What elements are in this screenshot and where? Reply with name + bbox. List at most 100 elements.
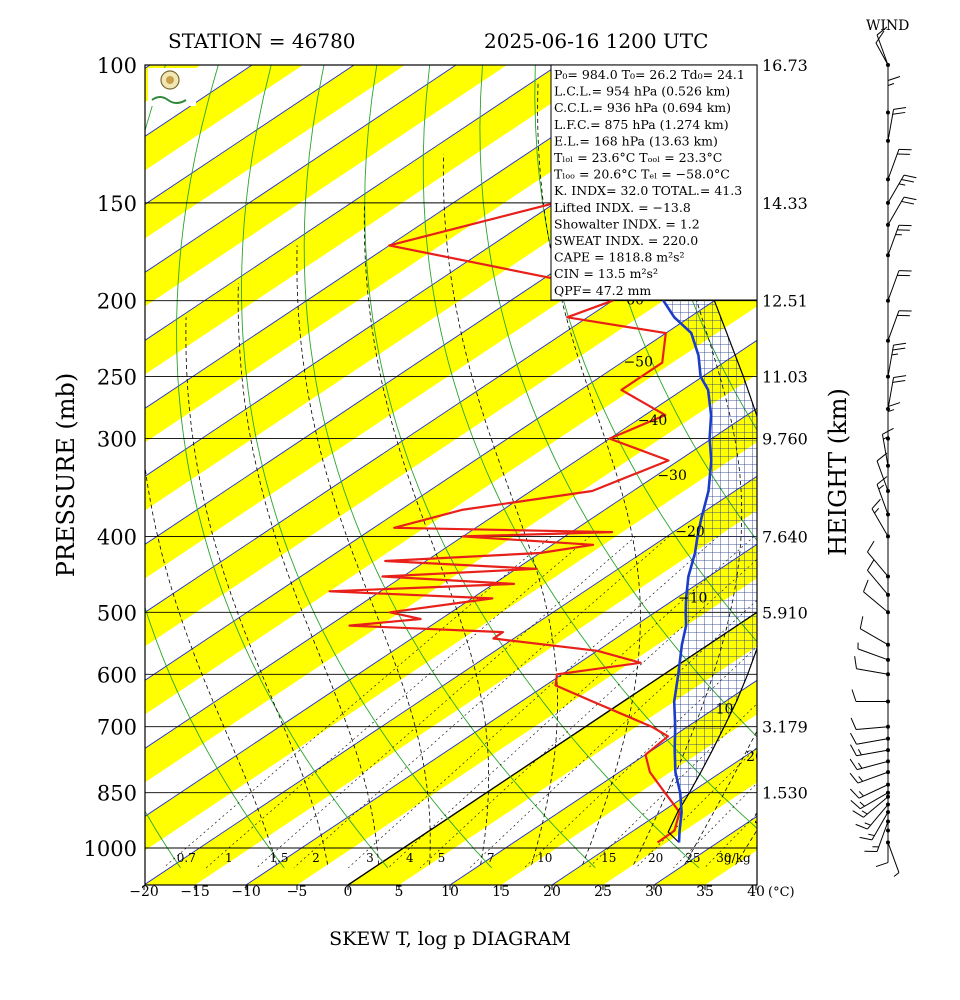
wind-barb-half	[887, 83, 895, 87]
wind-barb-column	[849, 26, 917, 877]
wind-barb-staff	[867, 804, 889, 830]
temperature-tick-label: 10	[441, 884, 459, 900]
wind-barb-flag	[850, 717, 857, 730]
wind-barb	[887, 375, 907, 410]
pressure-tick-label: 1000	[84, 837, 137, 861]
wind-barb	[887, 270, 912, 301]
wind-barb-flag	[901, 200, 914, 205]
wind-barb-flag	[854, 656, 857, 669]
isotherm-label: −10	[678, 590, 708, 606]
mixing-ratio-label: 1	[225, 851, 233, 865]
wind-barb	[863, 579, 889, 613]
wind-barb-staff	[887, 270, 900, 301]
stats-line: Lifted INDX. = −13.8	[554, 200, 691, 215]
wind-barb	[867, 559, 889, 596]
isotherm-line	[245, 543, 757, 885]
wind-barb-flag	[887, 76, 901, 82]
wind-barb-staff	[860, 628, 889, 646]
pressure-tick-label: 250	[97, 366, 137, 390]
wind-barb-staff	[887, 196, 905, 226]
stats-line: QPF= 47.2 mm	[554, 283, 651, 298]
moist-adiabat	[684, 730, 757, 865]
mixing-ratio-label: 0.7	[177, 851, 196, 865]
stats-line: CAPE = 1818.8 m²s²	[554, 250, 685, 265]
wind-barb-staff	[871, 811, 889, 841]
stats-line: Tₗₒₒ = 20.6°C Tₑₗ = −58.0°C	[554, 167, 730, 182]
isotherm-label: 20	[746, 749, 764, 765]
wind-barb-staff	[881, 434, 889, 466]
dry-adiabats	[145, 29, 960, 869]
mixing-ratio-labels: 0.7 1 1.5 2 3 4 5 7 10 15 20 25 30	[177, 851, 732, 865]
wind-barb-half	[864, 822, 871, 826]
wind-barb-half	[874, 507, 880, 514]
mixing-ratio-label: 7	[487, 851, 495, 865]
pressure-tick-label: 400	[97, 525, 137, 549]
cape-area	[657, 245, 757, 803]
diagram-title: SKEW T, log p DIAGRAM	[329, 928, 571, 950]
wind-barb-staff	[876, 484, 889, 515]
wind-barb	[857, 642, 889, 661]
wind-title: WIND	[866, 18, 909, 34]
mixing-ratio-label: 3	[366, 851, 374, 865]
mixing-ratio-line	[256, 536, 636, 869]
wind-barb	[864, 821, 889, 853]
isotherm-line	[145, 203, 757, 613]
dry-adiabat	[794, 29, 960, 868]
pressure-tick-labels: 100 150 200 250 300 400 500 600 700 850 1000	[84, 54, 137, 861]
datetime-label: 2025-06-16 1200 UTC	[484, 29, 708, 53]
mixing-ratio-label: 10	[537, 851, 552, 865]
dry-adiabat	[422, 65, 757, 829]
wind-barb	[854, 656, 889, 675]
temperature-tick-label: 25	[594, 884, 612, 900]
wind-barb-staff	[860, 792, 889, 810]
mixing-ratio-label: 25	[685, 851, 700, 865]
moist-adiabat	[787, 65, 960, 865]
moist-adiabat	[185, 317, 328, 865]
mixing-ratio-label: 30	[716, 851, 731, 865]
wind-barb-staff	[876, 821, 889, 852]
cape-hatch-overlay	[657, 245, 757, 803]
wind-barb-half	[857, 749, 862, 756]
isotherm-band	[145, 65, 508, 307]
wind-barb	[849, 758, 889, 771]
wind-barb-staff	[887, 377, 895, 410]
wind-barb-flag	[867, 559, 875, 571]
stats-line: Showalter INDX. = 1.2	[554, 216, 700, 231]
temperature-tick-label: 5	[395, 884, 404, 900]
sounding-stats-box: P₀= 984.0 T₀= 26.2 Td₀= 24.1 L.C.L.= 954 …	[550, 64, 758, 301]
wind-barb	[867, 540, 889, 577]
mixing-ratio-line	[293, 536, 670, 869]
wind-barb-staff	[887, 109, 895, 141]
isotherm-band	[145, 204, 757, 647]
wind-barb	[855, 804, 889, 830]
wind-barb	[850, 744, 889, 757]
dry-adiabat	[948, 29, 960, 868]
wind-barb-staff	[863, 591, 889, 613]
dry-adiabat	[587, 65, 757, 542]
wind-barb	[876, 452, 889, 492]
pressure-tick-label: 700	[97, 716, 137, 740]
wind-barb-staff	[857, 648, 889, 661]
pressure-tick-label: 200	[97, 290, 137, 314]
wind-barb-staff	[857, 771, 889, 784]
isotherm-band	[145, 272, 757, 715]
wind-barb-flag	[859, 616, 864, 629]
isotherm-label: 30	[754, 812, 772, 828]
pressure-tick-label: 300	[97, 428, 137, 452]
stats-line: L.F.C.= 875 hPa (1.274 km)	[554, 117, 729, 132]
wind-barb-flag	[903, 196, 917, 201]
wind-barb	[859, 616, 889, 646]
wind-barb	[849, 771, 889, 784]
isotherm-line	[858, 0, 960, 885]
plot-frame	[144, 64, 758, 886]
height-tick-label: 9.760	[762, 430, 808, 449]
stats-line: P₀= 984.0 T₀= 26.2 Td₀= 24.1	[554, 67, 745, 82]
mixing-ratio-line	[388, 536, 755, 869]
temperature-tick-label: −5	[287, 884, 308, 900]
stats-line: SWEAT INDX. = 220.0	[554, 233, 698, 248]
wind-barb-staff	[876, 460, 889, 492]
mixing-ratio-line	[163, 536, 552, 869]
temperature-tick-label: 0	[344, 884, 353, 900]
isotherm-band	[145, 340, 757, 783]
pressure-tick-label: 600	[97, 663, 137, 687]
